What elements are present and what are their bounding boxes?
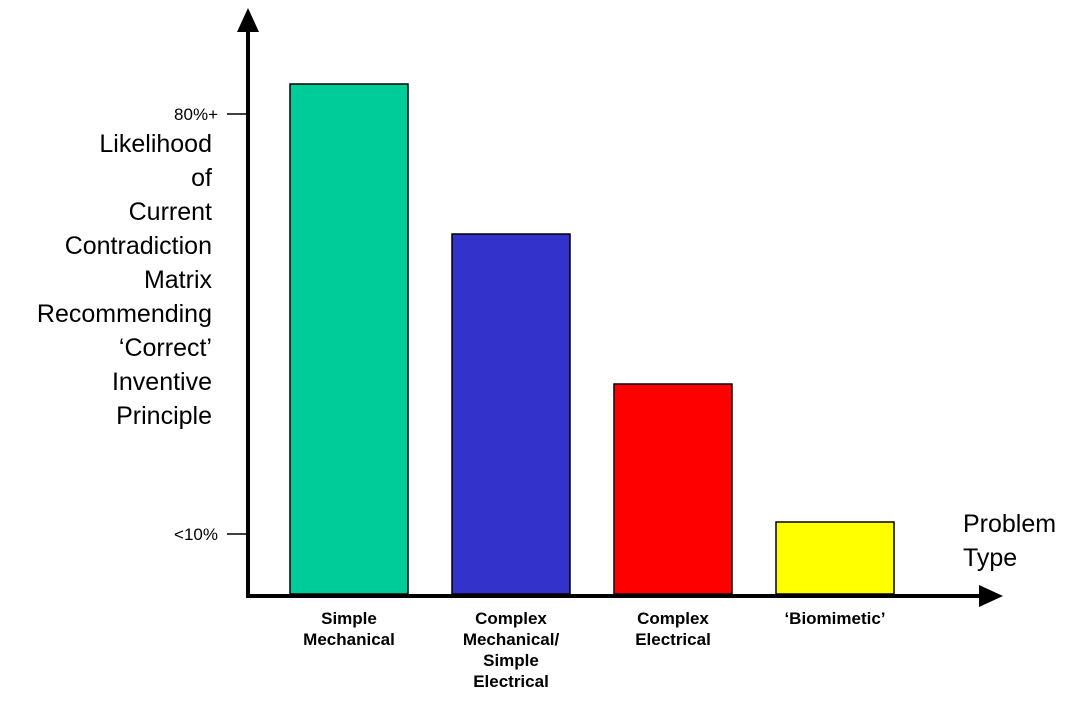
y-axis-arrow-icon [237, 8, 259, 32]
category-label-line: Complex [475, 609, 547, 628]
y-tick-label: 80%+ [174, 105, 218, 124]
category-label-line: Electrical [473, 672, 549, 691]
category-labels: Simple Mechanical Complex Mechanical/Simple… [303, 609, 885, 691]
x-axis-arrow-icon [979, 585, 1003, 607]
y-axis-title-line: ‘Correct’ [119, 334, 212, 362]
bar-0 [289, 83, 409, 595]
category-label-1: Complex Mechanical/Simple Electrical [463, 609, 560, 691]
category-label-line: Simple [321, 609, 377, 628]
category-label-line: ‘Biomimetic’ [784, 609, 885, 628]
category-label-line: Mechanical/ [463, 630, 560, 649]
y-axis-title-line: Likelihood [99, 130, 212, 158]
x-axis-title: Problem Type [963, 510, 1056, 572]
y-tick-label: <10% [174, 525, 218, 544]
y-axis-title-line: Inventive [112, 368, 212, 396]
bar-3 [775, 521, 895, 595]
y-axis-title: Likelihood of Current Contradiction Matrix Re… [37, 130, 213, 430]
y-axis-title-line: Principle [116, 402, 212, 430]
category-label-line: Electrical [635, 630, 711, 649]
category-label-line: Mechanical [303, 630, 395, 649]
category-label-3: ‘Biomimetic’ [784, 609, 885, 628]
x-axis-title-line: Problem [963, 510, 1056, 538]
y-axis-title-line: Matrix [144, 266, 213, 294]
bar-1 [451, 233, 571, 595]
axes-layer [237, 8, 1003, 607]
y-axis-title-line: of [191, 164, 212, 192]
y-axis-title-text: Likelihood of Current Contradiction Matrix Re… [37, 130, 213, 430]
category-label-line: Simple [483, 651, 539, 670]
ticks-layer: 80%+ <10% [174, 105, 248, 544]
y-axis-title-line: Current [129, 198, 212, 226]
bars-layer [289, 83, 895, 595]
bar-2 [613, 383, 733, 595]
category-label-0: Simple Mechanical [303, 609, 395, 649]
x-axis-title-line: Type [963, 544, 1017, 572]
y-axis-title-line: Contradiction [65, 232, 212, 260]
y-axis-title-line: Recommending [37, 300, 212, 328]
category-label-line: Complex [637, 609, 709, 628]
x-axis-title-text: Problem Type [963, 510, 1056, 572]
category-label-2: Complex Electrical [635, 609, 711, 649]
